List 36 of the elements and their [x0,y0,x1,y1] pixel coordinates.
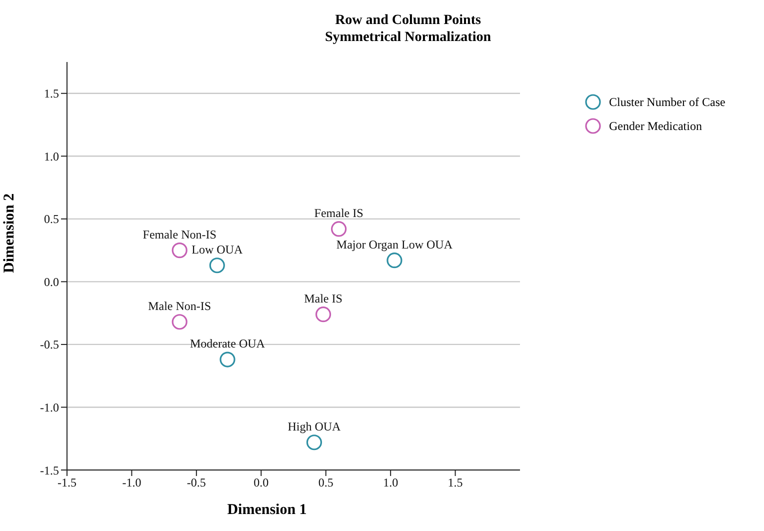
chart-title: Row and Column Points [334,12,482,29]
y-tick-label: 1.0 [44,149,59,164]
annotation: Female Non-IS [142,227,216,242]
x-tick-label: 1.5 [448,476,463,490]
y-tick-label: -0.5 [40,338,59,352]
point [220,352,236,368]
y-tick-label: -1.5 [40,463,59,478]
point [315,306,332,322]
y-tick-label: 0.0 [44,274,59,289]
x-tick-label: 0.5 [318,476,334,490]
annotation: Major Organ Low OUA [336,237,453,252]
annotation: Male IS [304,291,342,306]
point [172,242,188,258]
y-axis-title: Dimension 2 [2,193,18,273]
legend-label: Gender Medication [609,118,702,134]
y-tick-label: 1.5 [44,86,59,101]
x-tick-label: 0.0 [254,476,269,490]
point [172,314,188,330]
point [331,221,347,237]
x-tick-label: -1.5 [58,476,76,490]
annotation: Male Non-IS [148,298,212,313]
annotation: High OUA [288,419,342,434]
legend-label: Cluster Number of Case [609,94,726,110]
annotation: Female IS [314,206,364,220]
annotation: Low OUA [192,242,243,256]
y-tick-label: 0.5 [44,212,59,226]
point [386,252,402,268]
x-axis-title: Dimension 1 [226,502,308,519]
point [306,434,322,450]
x-tick-label: -1.0 [122,476,142,490]
chart-subtitle: Symmetrical Normalization [324,29,492,46]
x-tick-label: -0.5 [186,476,206,490]
x-tick-label: 1.0 [383,476,398,490]
annotation: Moderate OUA [190,336,266,351]
y-tick-label: -1.0 [40,400,59,414]
point [209,258,225,274]
